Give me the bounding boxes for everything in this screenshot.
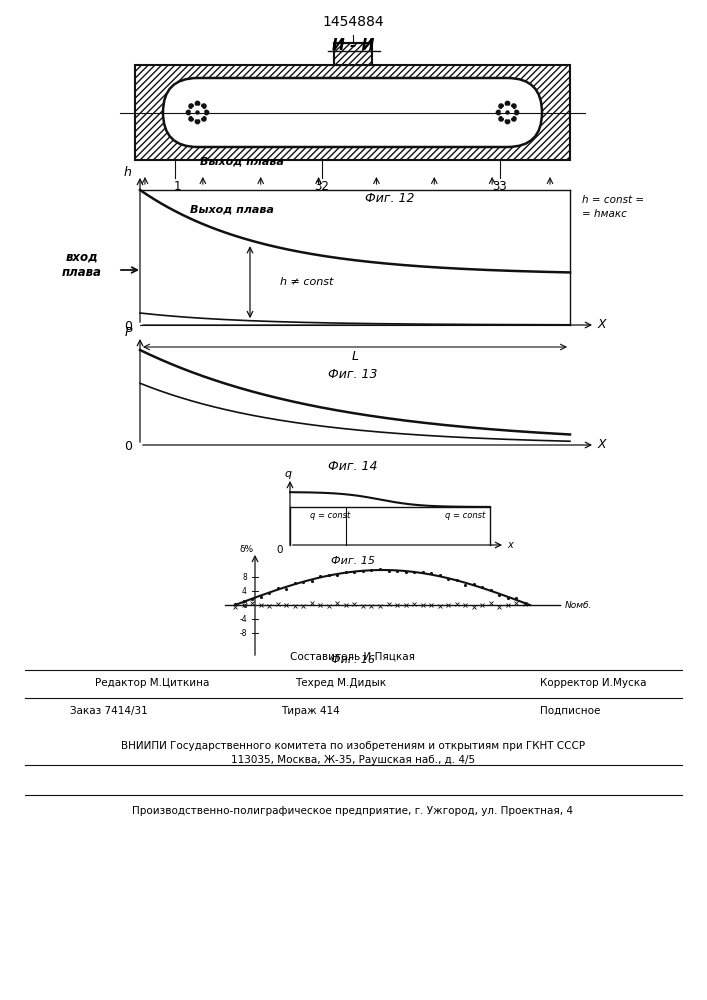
Text: 4: 4: [242, 586, 247, 595]
Circle shape: [196, 111, 199, 114]
Bar: [135, 65, 570, 160]
Text: Составитель И.Пяцкая: Составитель И.Пяцкая: [291, 652, 416, 662]
Text: X: X: [597, 438, 607, 452]
Text: 1454884: 1454884: [322, 15, 384, 29]
Text: 1: 1: [173, 180, 181, 192]
Circle shape: [512, 117, 516, 121]
Text: = hмакс: = hмакс: [582, 209, 627, 219]
Text: 8: 8: [243, 572, 247, 582]
Text: 113035, Москва, Ж-35, Раушская наб., д. 4/5: 113035, Москва, Ж-35, Раушская наб., д. …: [231, 755, 475, 765]
Text: X: X: [597, 318, 607, 332]
Text: 0: 0: [124, 320, 132, 334]
Text: 0: 0: [124, 440, 132, 454]
Text: Производственно-полиграфическое предприятие, г. Ужгород, ул. Проектная, 4: Производственно-полиграфическое предприя…: [132, 806, 573, 816]
Text: вход
плава: вход плава: [62, 251, 102, 279]
Circle shape: [501, 106, 513, 118]
Text: Подписное: Подписное: [540, 706, 600, 716]
Text: Фиг. 13: Фиг. 13: [328, 368, 378, 381]
Text: Техред М.Дидык: Техред М.Дидык: [295, 678, 386, 688]
Circle shape: [201, 117, 206, 121]
Text: 32: 32: [315, 180, 329, 192]
Circle shape: [506, 101, 510, 106]
Text: -8: -8: [240, 629, 247, 638]
Bar: [334, 43, 371, 65]
Circle shape: [499, 117, 503, 121]
Text: И - И: И - И: [332, 37, 374, 52]
Text: Редактор М.Циткина: Редактор М.Циткина: [95, 678, 209, 688]
Text: q: q: [284, 469, 291, 479]
Text: h = const =: h = const =: [582, 195, 644, 205]
Circle shape: [512, 104, 516, 108]
Text: Фиг. 12: Фиг. 12: [366, 192, 415, 205]
Text: P: P: [124, 326, 132, 340]
Circle shape: [192, 106, 204, 118]
Text: Фиг. 15: Фиг. 15: [331, 556, 375, 566]
Text: Заказ 7414/31: Заказ 7414/31: [70, 706, 148, 716]
Text: 0: 0: [276, 545, 284, 555]
Circle shape: [514, 110, 519, 115]
Text: Выход плава: Выход плава: [190, 205, 274, 215]
Text: 33: 33: [493, 180, 508, 192]
Text: Корректор И.Муска: Корректор И.Муска: [540, 678, 646, 688]
Text: h: h: [124, 165, 132, 178]
Circle shape: [187, 110, 191, 115]
Text: x: x: [507, 540, 513, 550]
Text: δ%: δ%: [240, 546, 254, 554]
Text: Выход плава: Выход плава: [200, 157, 284, 167]
Text: Nомб.: Nомб.: [565, 600, 592, 609]
Text: q = const: q = const: [310, 512, 350, 520]
Circle shape: [189, 117, 193, 121]
Circle shape: [201, 104, 206, 108]
Circle shape: [496, 110, 501, 115]
Circle shape: [499, 104, 503, 108]
Circle shape: [189, 104, 193, 108]
Text: Тираж 414: Тираж 414: [281, 706, 339, 716]
Circle shape: [195, 101, 199, 106]
Circle shape: [204, 110, 209, 115]
Text: L: L: [351, 351, 358, 363]
Text: Фиг. 14: Фиг. 14: [328, 460, 378, 474]
Text: h ≠ const: h ≠ const: [280, 277, 334, 287]
Text: Фиг. 16: Фиг. 16: [331, 655, 375, 665]
Text: ВНИИПИ Государственного комитета по изобретениям и открытиям при ГКНТ СССР: ВНИИПИ Государственного комитета по изоб…: [121, 741, 585, 751]
Text: -4: -4: [240, 614, 247, 624]
Text: 0: 0: [242, 600, 247, 609]
Text: q = const: q = const: [445, 512, 485, 520]
FancyBboxPatch shape: [163, 78, 542, 147]
Circle shape: [506, 119, 510, 124]
Circle shape: [195, 119, 199, 124]
Circle shape: [506, 111, 509, 114]
